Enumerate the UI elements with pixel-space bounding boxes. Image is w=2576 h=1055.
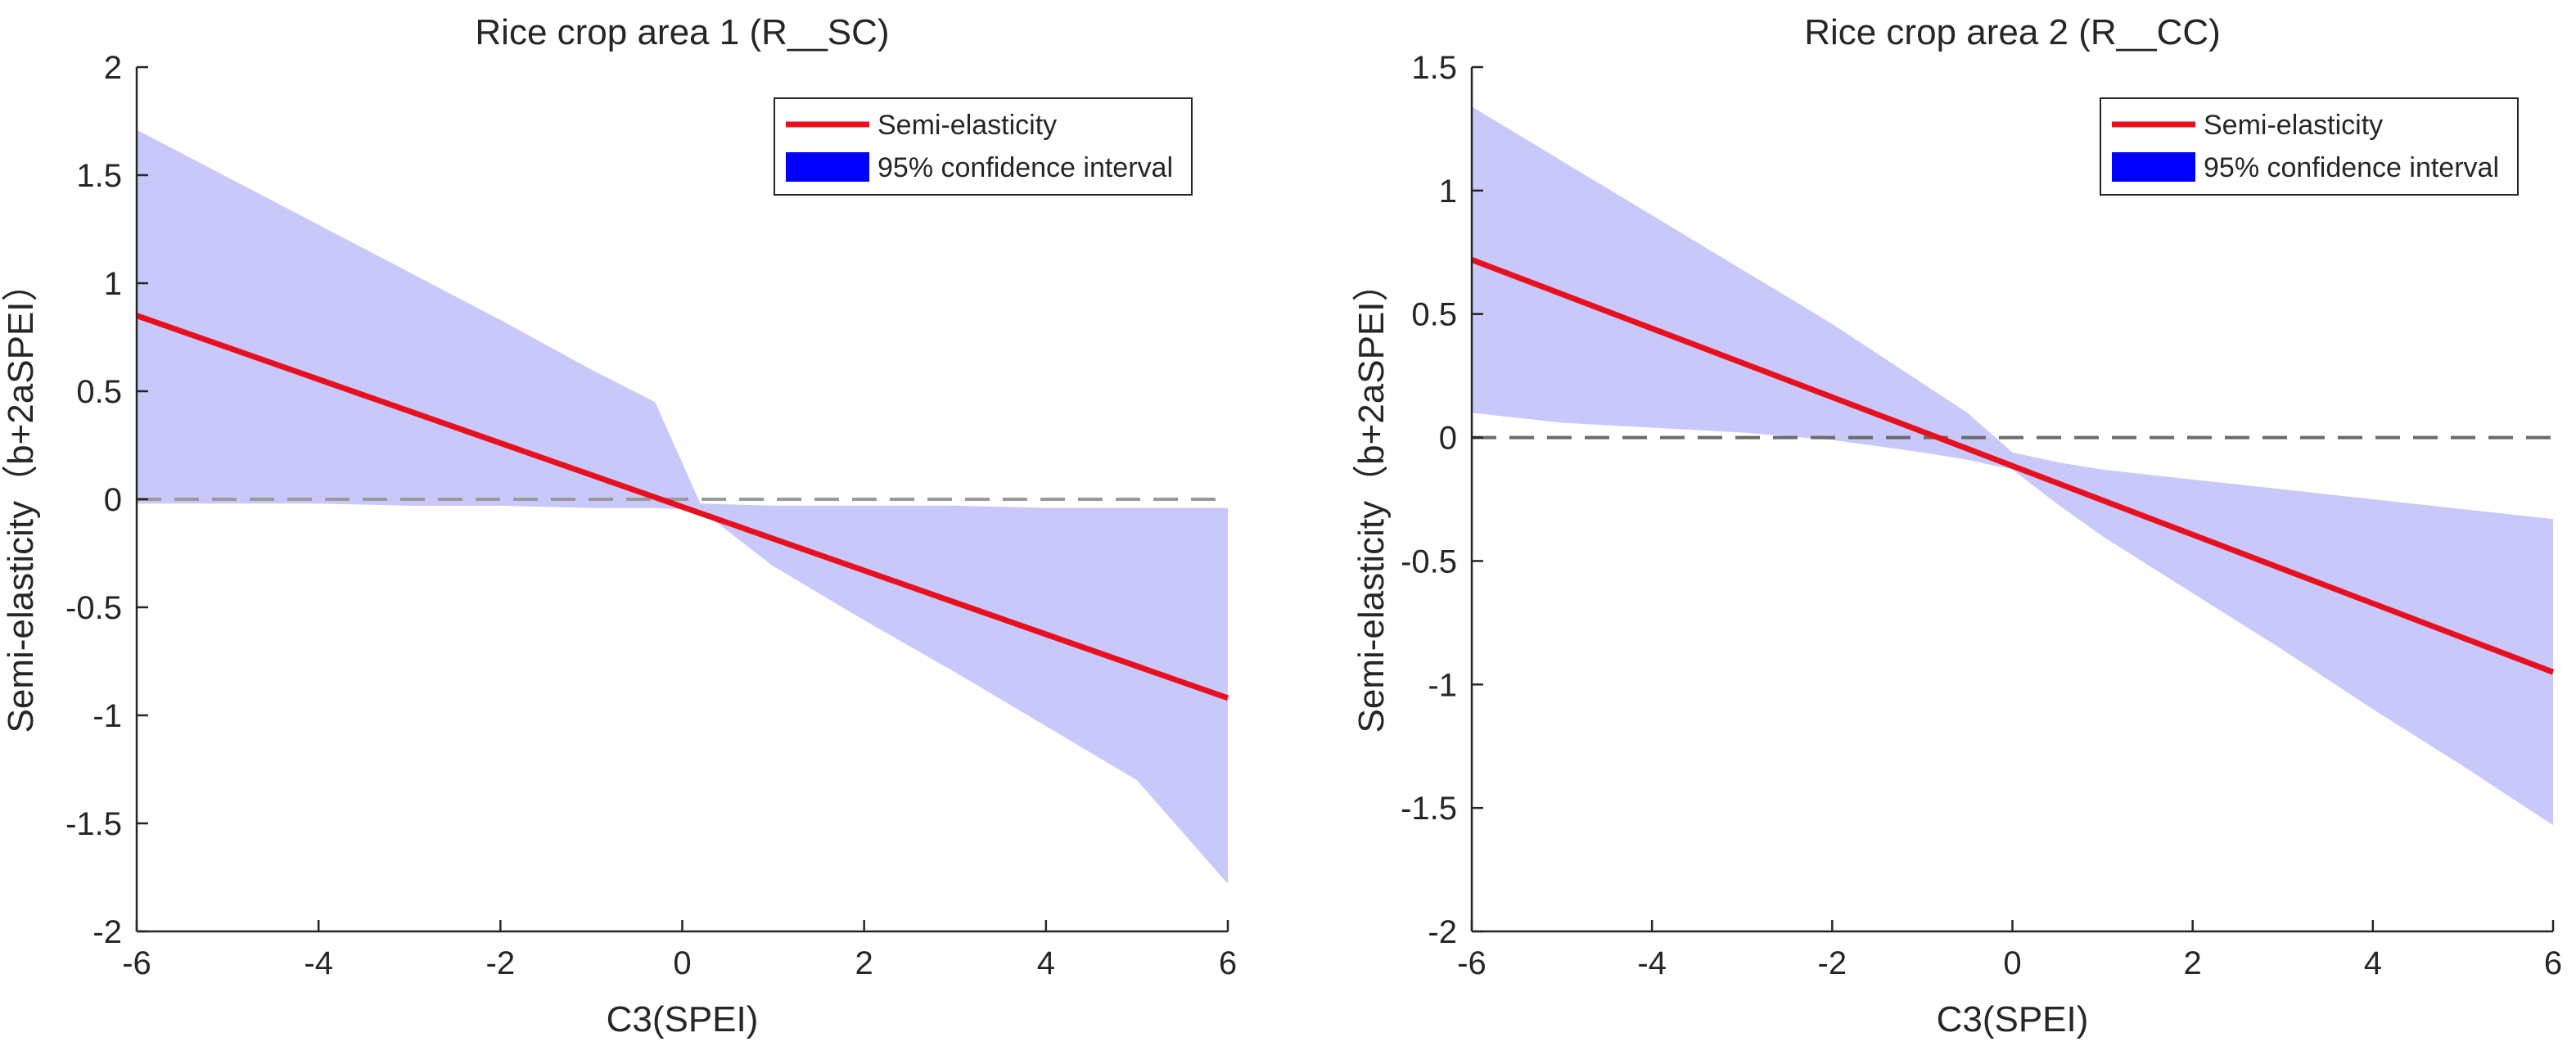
y-tick-label: -0.5 — [1401, 543, 1457, 579]
chart-panel-1: -6 -4 -2 0 2 4 6 -2 -1.5 -1 -0.5 0 0.5 1 1.5 2 Rice crop… — [1, 12, 1237, 1039]
y-tick-label: 0.5 — [76, 374, 122, 410]
x-tick-label: 6 — [2544, 945, 2562, 981]
y-tick-label: -0.5 — [65, 590, 122, 626]
y-tick-label: 0 — [1439, 421, 1457, 457]
legend-label-semi-elasticity: Semi-elasticity — [2204, 110, 2383, 141]
y-axis-label: Semi-elasticity（b+2aSPEI） — [1351, 266, 1392, 733]
x-tick-label: -6 — [1457, 945, 1487, 981]
x-tick-label: -4 — [304, 945, 333, 981]
legend-band-swatch — [786, 152, 869, 182]
y-axis-label: Semi-elasticity（b+2aSPEI） — [1, 266, 41, 733]
y-tick-label: 1.5 — [76, 158, 122, 194]
y-tick-label: -1.5 — [1401, 791, 1457, 827]
legend: Semi-elasticity 95% confidence interval — [2100, 97, 2519, 196]
y-tick-label: 0.5 — [1411, 297, 1457, 333]
y-tick-label: 1 — [104, 266, 122, 302]
x-tick-label: -6 — [122, 945, 151, 981]
x-tick-label: 4 — [1037, 945, 1055, 981]
x-tick-label: 4 — [2364, 945, 2382, 981]
legend-label-semi-elasticity: Semi-elasticity — [877, 110, 1057, 141]
legend-label-confidence-interval: 95% confidence interval — [877, 152, 1173, 183]
y-tick-label: 2 — [104, 50, 122, 86]
chart-title: Rice crop area 2 (R__CC) — [1804, 12, 2221, 52]
x-tick-label: -2 — [1818, 945, 1847, 981]
x-tick-label: 0 — [2003, 945, 2021, 981]
semi-elasticity-line — [135, 313, 1229, 701]
y-tick-label: 1 — [1439, 174, 1457, 210]
chart-panel-2: -6 -4 -2 0 2 4 6 -2 -1.5 -1 -0.5 0 0.5 1 1.5 Rice crop … — [1351, 12, 2562, 1039]
y-tick-label: 0 — [104, 482, 122, 518]
y-tick-label: -2 — [1428, 914, 1457, 950]
legend-label-confidence-interval: 95% confidence interval — [2204, 152, 2499, 183]
y-tick-label: -1.5 — [65, 806, 122, 842]
y-tick-label: 1.5 — [1411, 50, 1457, 86]
x-tick-label: -2 — [486, 945, 516, 981]
x-tick-label: 2 — [2184, 945, 2202, 981]
x-axis-label: C3(SPEI) — [607, 999, 759, 1039]
x-tick-label: -4 — [1637, 945, 1667, 981]
semi-elasticity-line — [1470, 257, 2555, 675]
chart-title: Rice crop area 1 (R__SC) — [475, 12, 889, 52]
y-tick-label: -1 — [1428, 667, 1457, 703]
legend-band-swatch — [2112, 152, 2195, 182]
x-tick-label: 0 — [673, 945, 691, 981]
y-tick-label: -2 — [92, 914, 122, 950]
x-axis-label: C3(SPEI) — [1937, 999, 2089, 1039]
x-tick-label: 6 — [1219, 945, 1237, 981]
x-tick-label: 2 — [855, 945, 873, 981]
legend: Semi-elasticity 95% confidence interval — [774, 97, 1193, 196]
y-tick-label: -1 — [92, 698, 122, 734]
